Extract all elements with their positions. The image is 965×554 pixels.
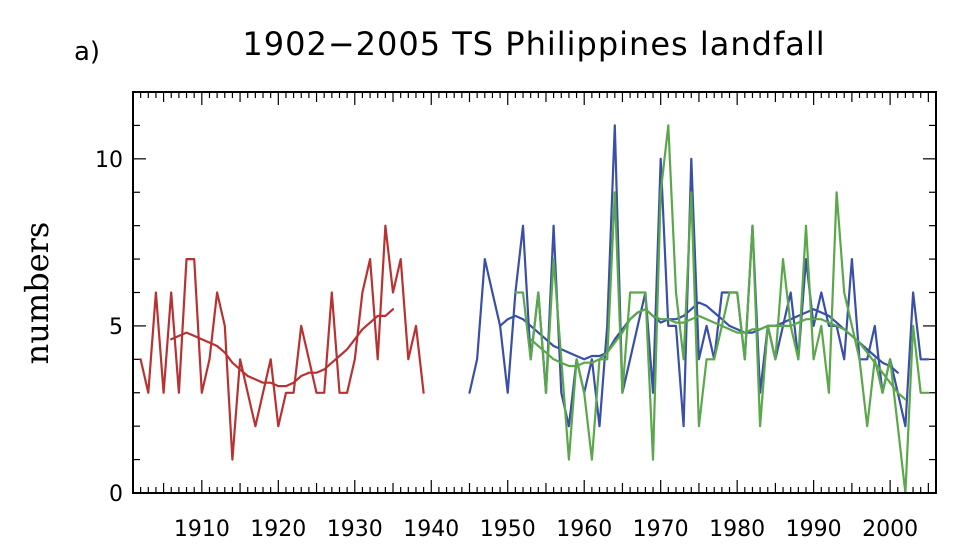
series-line-1 [139,224,425,461]
plot-series [139,124,930,495]
series-line-2 [170,308,395,388]
y-tick-label: 10 [95,148,123,173]
y-tick-label: 0 [109,482,123,507]
x-tick-label: 1920 [250,517,306,542]
x-tick-label: 1970 [633,517,689,542]
panel-label: a) [74,37,100,67]
x-tick-label: 1980 [709,517,765,542]
x-tick-label: 1930 [327,517,383,542]
plot-frame [132,91,937,494]
x-tick-label: 1950 [480,517,536,542]
series-line-5 [514,124,930,495]
x-tick-label: 2000 [862,517,918,542]
y-tick-label: 5 [109,315,123,340]
x-tick-label: 1940 [403,517,459,542]
series-line-6 [529,308,907,401]
x-tick-label: 1990 [786,517,842,542]
tick-labels: 1910 1920 1930 1940 1950 1960 1970 1980 1990 2000… [95,148,918,542]
axis-ticks [132,91,937,494]
y-axis-label: numbers [18,222,56,365]
chart-title: 1902−2005 TS Philippines landfall [242,25,825,63]
x-tick-label: 1960 [556,517,612,542]
series-line-3 [468,124,930,428]
x-tick-label: 1910 [174,517,230,542]
